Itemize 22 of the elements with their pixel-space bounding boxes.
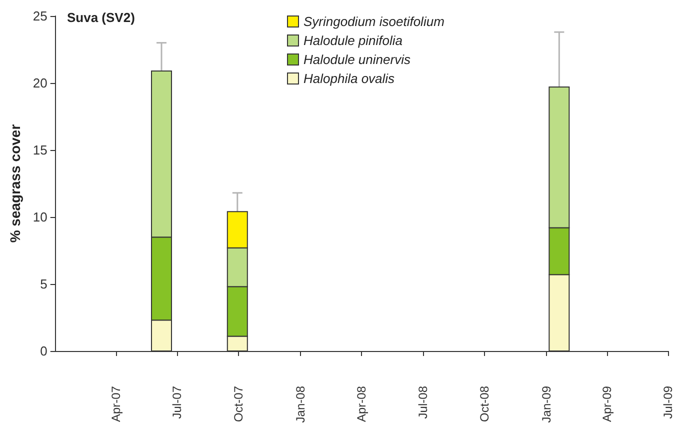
y-tick-label: 10 <box>32 210 48 224</box>
y-tick-label: 20 <box>32 76 48 90</box>
legend-label: Halodule uninervis <box>304 52 411 67</box>
y-tick-label: 0 <box>40 344 48 358</box>
y-axis-title: % seagrass cover <box>7 124 23 243</box>
y-tick-label: 15 <box>32 142 48 158</box>
x-tick-label: Jul-08 <box>416 386 430 419</box>
legend-label: Syringodium isoetifolium <box>304 14 445 29</box>
x-tick-label: Jul-07 <box>170 386 184 419</box>
y-tick-label: 25 <box>32 8 48 24</box>
x-tick-label: Jul-09 <box>661 386 675 419</box>
x-tick-label: Apr-09 <box>600 386 614 422</box>
x-tick-label: Oct-08 <box>478 386 492 422</box>
x-tick-label: Jan-08 <box>294 386 308 423</box>
legend-label: Halophila ovalis <box>304 71 396 86</box>
x-tick-label: Oct-07 <box>232 386 246 422</box>
y-tick-label: 5 <box>40 276 48 292</box>
x-tick-label: Apr-08 <box>354 386 369 422</box>
chart-title: Suva (SV2) <box>67 10 135 25</box>
x-tick-label: Apr-07 <box>108 386 123 422</box>
legend-label: Halodule pinifolia <box>304 33 403 48</box>
x-tick-label: Jan-09 <box>539 386 554 423</box>
